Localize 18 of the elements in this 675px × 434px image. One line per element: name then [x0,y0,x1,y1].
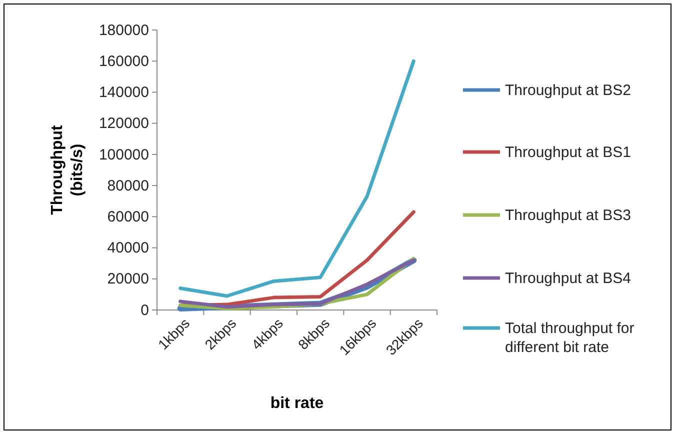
y-tick-label: 0 [140,302,149,319]
legend-label: Throughput at BS4 [505,270,631,287]
y-tick-label: 60000 [107,208,149,226]
y-tick-label: 80000 [107,177,149,194]
legend-label: Throughput at BS1 [505,144,631,161]
y-tick-label: 160000 [98,52,149,70]
y-tick-label: 120000 [98,115,149,132]
y-tick-label: 140000 [98,84,149,102]
line-series [178,59,416,298]
legend-label: Throughput at BS2 [505,82,631,99]
legend-label: Throughput at BS3 [505,207,631,224]
x-axis-title: bit rate [270,395,324,412]
y-tick-label: 100000 [98,146,149,164]
y-tick-label: 180000 [98,22,149,39]
y-tick-label: 20000 [107,270,149,288]
y-axis-title: Throughput (bits/s) [49,124,86,215]
legend-label: Total throughput for different bit rate [505,320,634,356]
y-tick-label: 40000 [107,240,149,257]
